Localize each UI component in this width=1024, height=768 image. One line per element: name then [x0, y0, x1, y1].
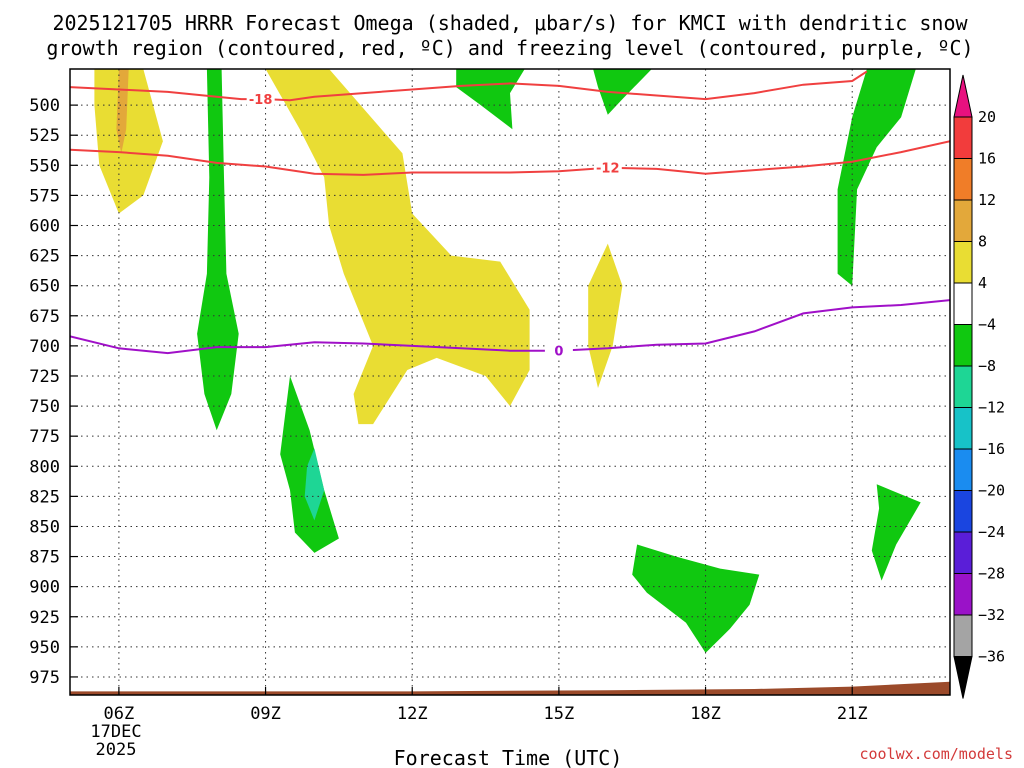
chart-title-line2: growth region (contoured, red, ºC) and f…: [46, 36, 973, 60]
omega-region-3: [265, 69, 530, 425]
contour-label-minus18: -18: [249, 93, 273, 108]
omega-region-8: [304, 448, 325, 521]
colorbar-label-12: −32: [978, 606, 1005, 624]
y-tick-label-600: 600: [29, 217, 60, 237]
terrain-layer: [70, 681, 950, 695]
colorbar-bottom-triangle: [953, 656, 973, 699]
y-tick-label-650: 650: [29, 277, 60, 297]
colorbar-label-5: −4: [978, 316, 996, 334]
x-tick-label-06Z: 06Z: [104, 704, 135, 724]
y-tick-label-625: 625: [29, 247, 60, 267]
omega-region-0: [94, 69, 163, 214]
colorbar-label-11: −28: [978, 565, 1005, 583]
colorbar-box-9: [953, 448, 973, 491]
y-tick-label-775: 775: [29, 427, 60, 447]
colorbar-box-1: [953, 116, 973, 159]
colorbar-box-13: [953, 614, 973, 657]
colorbar-label-4: 4: [978, 274, 987, 292]
y-tick-label-700: 700: [29, 337, 60, 357]
omega-region-5: [593, 69, 652, 115]
freezing-level-contour: [70, 299, 950, 355]
y-tick-label-500: 500: [29, 96, 60, 116]
colorbar-label-13: −36: [978, 648, 1005, 666]
omega-region-9: [837, 69, 916, 286]
terrain-fill: [70, 681, 950, 695]
colorbar-box-6: [953, 324, 973, 367]
grid-lines: [70, 69, 950, 695]
x-axis: 06Z 09Z 12Z 15Z 18Z 21Z: [104, 687, 868, 724]
plot-frame: [69, 68, 951, 696]
y-axis: 500 525 550 575 600 625 650 675 700 725 750 775 800 8…: [29, 96, 78, 688]
y-tick-label-525: 525: [29, 126, 60, 146]
omega-region-2: [197, 69, 239, 431]
contour-label-zero: 0: [554, 345, 563, 360]
y-tick-label-975: 975: [29, 668, 60, 688]
x-tick-label-18Z: 18Z: [690, 704, 721, 724]
colorbar-label-9: −20: [978, 482, 1005, 500]
contour-lines: -18 -12 0: [70, 70, 950, 360]
contour-label-zero-bg: [544, 342, 573, 358]
y-tick-label-875: 875: [29, 548, 60, 568]
x-tick-label-15Z: 15Z: [544, 704, 575, 724]
x-tick-label-12Z: 12Z: [397, 704, 428, 724]
colorbar-box-12: [953, 573, 973, 616]
contour-label-minus12-bg: [593, 159, 622, 175]
date-label-line2: 2025: [96, 740, 137, 760]
y-tick-label-575: 575: [29, 186, 60, 206]
colorbar-label-3: 8: [978, 233, 987, 251]
date-label-line1: 17DEC: [90, 722, 141, 742]
colorbar-box-2: [953, 158, 973, 201]
y-tick-label-900: 900: [29, 578, 60, 598]
dgz-contour-minus12: [70, 140, 950, 176]
y-tick-label-800: 800: [29, 457, 60, 477]
colorbar-box-10: [953, 490, 973, 533]
colorbar-label-10: −24: [978, 523, 1005, 541]
colorbar-box-7: [953, 365, 973, 408]
omega-region-6: [588, 243, 623, 388]
colorbar-label-0: 20: [978, 108, 996, 126]
y-tick-label-675: 675: [29, 307, 60, 327]
chart-title-line1: 2025121705 HRRR Forecast Omega (shaded, …: [52, 11, 968, 35]
y-tick-label-825: 825: [29, 487, 60, 507]
contour-label-minus12: -12: [596, 162, 620, 177]
colorbar-label-6: −8: [978, 357, 996, 375]
contour-label-minus18-bg: [246, 91, 275, 107]
y-tick-label-750: 750: [29, 397, 60, 417]
colorbar-box-8: [953, 407, 973, 450]
x-axis-title: Forecast Time (UTC): [394, 746, 623, 768]
colorbar-label-2: 12: [978, 191, 996, 209]
colorbar-box-11: [953, 531, 973, 574]
colorbar-top-triangle: [953, 74, 973, 118]
credit-text: coolwx.com/models: [859, 745, 1013, 763]
colorbar-label-1: 16: [978, 150, 996, 168]
dgz-contour-minus18: [70, 70, 868, 102]
y-tick-label-850: 850: [29, 517, 60, 537]
y-tick-label-950: 950: [29, 638, 60, 658]
omega-region-10: [632, 544, 760, 653]
colorbar-box-5: [953, 282, 973, 325]
colorbar-label-7: −12: [978, 399, 1005, 417]
colorbar-box-4: [953, 241, 973, 284]
colorbar-box-3: [953, 199, 973, 242]
y-tick-label-925: 925: [29, 608, 60, 628]
y-tick-label-550: 550: [29, 156, 60, 176]
y-tick-label-725: 725: [29, 367, 60, 387]
colorbar: 20 16 12 8 4 −4 −8 −12 −16 −20 −24 −28 −32 −36: [953, 74, 1005, 699]
x-tick-label-09Z: 09Z: [250, 704, 281, 724]
colorbar-label-8: −16: [978, 440, 1005, 458]
x-tick-label-21Z: 21Z: [837, 704, 868, 724]
